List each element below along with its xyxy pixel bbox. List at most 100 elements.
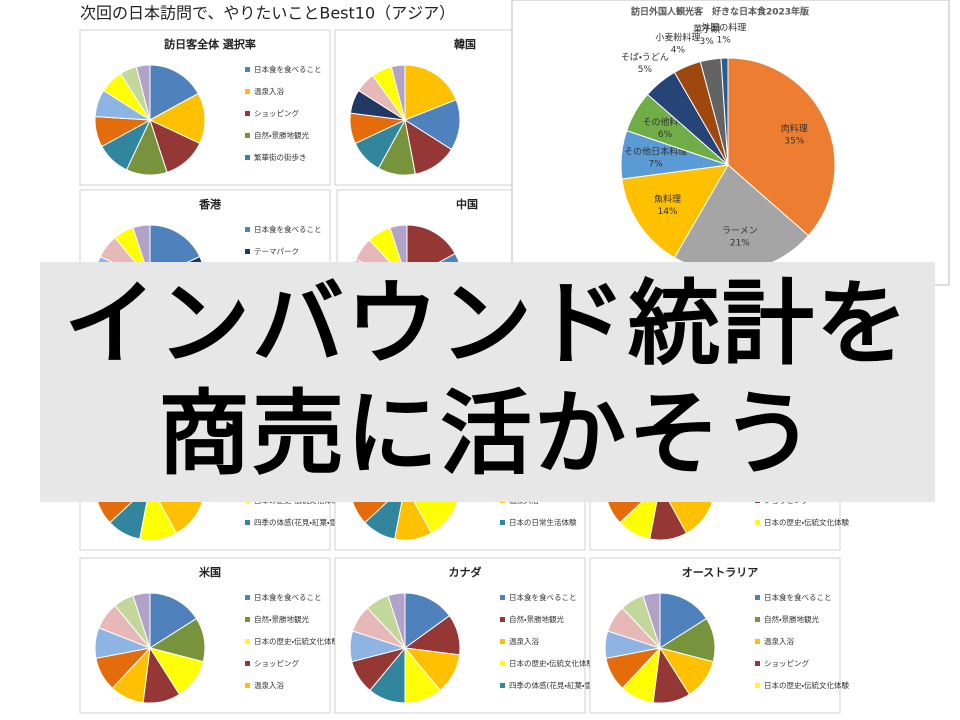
small-chart: オーストラリア日本食を食べること自然・景勝地観光温泉入浴ショッピング日本の歴史・… — [589, 557, 850, 714]
slice-name: 魚料理 — [654, 193, 681, 205]
legend-swatch — [245, 155, 250, 160]
legend-swatch — [245, 89, 250, 94]
banner-background — [40, 262, 935, 502]
legend-label: 温泉入浴 — [254, 86, 284, 96]
pie-slice — [621, 164, 729, 259]
legend-label: 日本食を食べること — [254, 592, 322, 602]
legend-swatch — [245, 227, 250, 232]
legend-swatch — [755, 683, 760, 688]
banner-line: インバウンド統計を — [64, 270, 910, 377]
pie-slice — [387, 592, 406, 649]
slice-value: 1% — [717, 36, 732, 46]
chart-title: 訪日客全体 選択率 — [164, 37, 256, 51]
slice-name: ラーメン — [722, 225, 758, 236]
legend-label: 温泉入浴 — [254, 680, 284, 690]
slice-name: その他日本料理 — [624, 145, 687, 157]
legend-swatch — [245, 133, 250, 138]
slice-name: 外国の料理 — [701, 22, 746, 34]
legend-swatch — [245, 683, 250, 688]
legend-swatch — [245, 67, 250, 72]
slice-value: 5% — [638, 65, 653, 75]
pie-slice — [149, 592, 198, 649]
chart-title: 中国 — [456, 197, 478, 211]
slice-value: 14% — [657, 207, 677, 217]
small-chart: カナダ日本食を食べること自然・景勝地観光温泉入浴日本の歴史・伝統文化体験四季の体… — [334, 557, 603, 714]
legend-swatch — [500, 595, 505, 600]
slice-value: 7% — [648, 159, 663, 169]
legend-label: 四季の体感(花見・紅葉・雪等) — [254, 517, 348, 527]
legend-swatch — [755, 520, 760, 525]
slice-name: 小麦粉料理 — [655, 31, 700, 43]
pie-slice — [403, 99, 461, 151]
slice-value: 4% — [671, 45, 686, 55]
legend-label: 日本食を食べること — [509, 592, 577, 602]
legend-swatch — [245, 520, 250, 525]
legend-swatch — [500, 639, 505, 644]
pie-slice — [404, 592, 451, 649]
pie-slice — [135, 64, 151, 121]
legend-swatch — [500, 617, 505, 622]
small-chart: 訪日客全体 選択率日本食を食べること温泉入浴ショッピング自然・景勝地観光繁華街の… — [79, 29, 331, 186]
legend-swatch — [755, 617, 760, 622]
chart-title: 訪日外国人観光客 好きな日本食2023年版 — [631, 6, 810, 18]
slice-value: 21% — [730, 238, 750, 248]
legend-swatch — [245, 617, 250, 622]
legend-swatch — [500, 520, 505, 525]
legend-swatch — [245, 249, 250, 254]
legend-swatch — [755, 595, 760, 600]
legend-label: 温泉入浴 — [764, 636, 794, 646]
legend-label: 自然・景勝地観光 — [764, 614, 820, 624]
banner-line: 商売に活かそう — [158, 380, 816, 487]
legend-label: 日本食を食べること — [254, 64, 322, 74]
legend-label: テーマパーク — [254, 247, 299, 256]
slice-name: 菓子類 — [693, 23, 720, 35]
chart-title: オーストラリア — [682, 566, 758, 579]
pie-slice — [132, 592, 151, 649]
header-title: 次回の日本訪問で、やりたいことBest10（アジア） — [80, 4, 455, 23]
legend-label: 日本食を食べること — [254, 224, 322, 234]
legend-swatch — [500, 683, 505, 688]
legend-label: ショッピング — [254, 658, 299, 668]
chart-title: 韓国 — [454, 37, 476, 51]
pie-slice — [659, 592, 708, 649]
slice-name: 肉料理 — [781, 122, 808, 134]
slice-value: 3% — [700, 37, 715, 47]
legend-label: 日本食を食べること — [764, 592, 832, 602]
legend-label: 日本の歴史・伝統文化体験 — [764, 680, 850, 690]
chart-title: 米国 — [198, 565, 221, 579]
pie-slice — [727, 57, 836, 237]
chart-title: 香港 — [198, 197, 222, 211]
small-chart: 米国日本食を食べること自然・景勝地観光日本の歴史・伝統文化体験ショッピング温泉入… — [79, 557, 340, 714]
pie-slice — [720, 57, 729, 166]
legend-label: 日本の歴史・伝統文化体験 — [254, 636, 340, 646]
legend-label: 日本の歴史・伝統文化体験 — [764, 517, 850, 527]
chart-title: カナダ — [449, 565, 482, 579]
legend-swatch — [245, 111, 250, 116]
legend-label: ショッピング — [764, 658, 809, 668]
legend-label: 日本の歴史・伝統文化体験 — [509, 658, 595, 668]
slice-name: そば・うどん — [621, 52, 669, 63]
legend-label: 自然・景勝地観光 — [254, 614, 310, 624]
slice-value: 6% — [658, 130, 673, 140]
legend-label: ショッピング — [254, 108, 299, 118]
legend-swatch — [245, 595, 250, 600]
legend-label: 日本の日常生活体験 — [509, 517, 577, 527]
slice-value: 35% — [784, 136, 804, 146]
legend-label: 四季の体感(花見・紅葉・雪等) — [509, 680, 603, 690]
pie-slice — [642, 592, 661, 649]
legend-swatch — [245, 661, 250, 666]
legend-swatch — [245, 639, 250, 644]
legend-label: 自然・景勝地観光 — [509, 614, 565, 624]
pie-slice — [149, 64, 199, 121]
legend-label: 温泉入浴 — [509, 636, 539, 646]
legend-label: 繁華街の街歩き — [254, 152, 307, 162]
slice-name: その他料理 — [642, 116, 687, 128]
pie-slice — [390, 64, 406, 121]
pie-slice — [148, 92, 206, 145]
legend-swatch — [500, 661, 505, 666]
